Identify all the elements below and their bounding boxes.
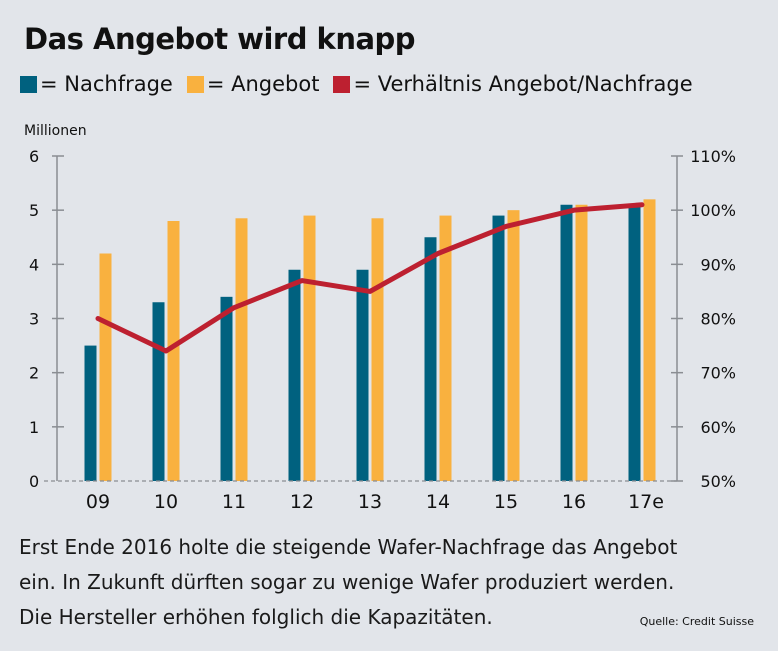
- legend-label-verhaeltnis: = Verhältnis Angebot/Nachfrage: [353, 72, 693, 96]
- caption: Erst Ende 2016 holte die steigende Wafer…: [19, 530, 769, 635]
- chart-area: Millionen 012345650%60%70%80%90%100%110%…: [24, 123, 736, 513]
- x-tick-label: 17e: [628, 491, 664, 513]
- caption-line: Erst Ende 2016 holte die steigende Wafer…: [19, 535, 678, 559]
- y-tick-label-left: 2: [29, 364, 39, 383]
- y-tick-label-right: 80%: [700, 310, 736, 329]
- bar-nachfrage: [288, 269, 301, 481]
- bar-angebot: [235, 218, 248, 481]
- x-tick-label: 10: [154, 491, 178, 513]
- caption-line: ein. In Zukunft dürften sogar zu wenige …: [19, 570, 675, 594]
- bar-angebot: [439, 215, 452, 482]
- x-tick-label: 12: [290, 491, 314, 513]
- bar-nachfrage: [84, 345, 97, 481]
- y-tick-label-right: 60%: [700, 418, 736, 437]
- bar-nachfrage: [220, 296, 233, 481]
- legend-item-angebot: = Angebot: [186, 72, 320, 96]
- y-tick-label-right: 100%: [690, 201, 736, 220]
- x-tick-label: 14: [426, 491, 450, 513]
- bar-angebot: [643, 199, 656, 482]
- y-axis-label: Millionen: [24, 123, 87, 139]
- bar-angebot: [303, 215, 316, 482]
- legend-item-verhaeltnis: = Verhältnis Angebot/Nachfrage: [333, 72, 693, 96]
- y-tick-label-right: 70%: [700, 364, 736, 383]
- bar-nachfrage: [356, 269, 369, 481]
- caption-line: Die Hersteller erhöhen folglich die Kapa…: [19, 605, 493, 629]
- y-tick-label-left: 0: [29, 472, 39, 491]
- legend-swatch-nachfrage: [20, 75, 37, 93]
- bar-angebot: [507, 210, 520, 481]
- legend-label-nachfrage: = Nachfrage: [40, 72, 173, 96]
- x-tick-label: 16: [562, 491, 586, 513]
- bar-nachfrage: [492, 215, 505, 482]
- legend-label-angebot: = Angebot: [206, 72, 320, 96]
- legend-item-nachfrage: = Nachfrage: [20, 72, 173, 96]
- y-tick-label-left: 6: [29, 147, 39, 166]
- bar-angebot: [167, 221, 180, 481]
- bar-nachfrage: [424, 237, 437, 481]
- y-tick-label-left: 1: [29, 418, 39, 437]
- y-tick-label-right: 50%: [700, 472, 736, 491]
- y-tick-label-right: 110%: [690, 147, 736, 166]
- x-tick-label: 15: [494, 491, 518, 513]
- bar-angebot: [371, 218, 384, 481]
- legend: = Nachfrage = Angebot = Verhältnis Angeb…: [20, 72, 707, 96]
- y-tick-label-left: 3: [29, 310, 39, 329]
- bar-nachfrage: [560, 204, 573, 481]
- bar-nachfrage: [152, 302, 165, 481]
- y-tick-label-right: 90%: [700, 255, 736, 274]
- legend-swatch-angebot: [186, 75, 204, 93]
- chart-title: Das Angebot wird knapp: [24, 22, 416, 56]
- y-tick-label-left: 5: [29, 201, 39, 220]
- source-note: Quelle: Credit Suisse: [639, 615, 754, 628]
- x-tick-label: 11: [222, 491, 246, 513]
- ratio-line: [95, 202, 645, 354]
- y-tick-label-left: 4: [29, 255, 39, 274]
- bar-angebot: [575, 204, 588, 481]
- bar-angebot: [99, 253, 112, 481]
- x-tick-label: 13: [358, 491, 382, 513]
- legend-swatch-verhaeltnis: [333, 75, 351, 93]
- bar-nachfrage: [628, 204, 641, 481]
- x-tick-label: 09: [86, 491, 110, 513]
